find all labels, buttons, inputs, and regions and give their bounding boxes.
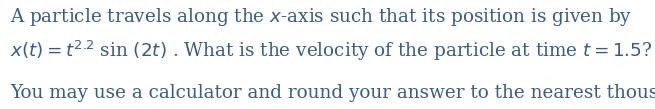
Text: A particle travels along the $x$-axis such that its position is given by: A particle travels along the $x$-axis su… — [10, 6, 632, 28]
Text: $x(t) = t^{2.2}$ sin $(2t)$ . What is the velocity of the particle at time $t = : $x(t) = t^{2.2}$ sin $(2t)$ . What is th… — [10, 39, 652, 63]
Text: You may use a calculator and round your answer to the nearest thousandth.: You may use a calculator and round your … — [10, 84, 655, 102]
